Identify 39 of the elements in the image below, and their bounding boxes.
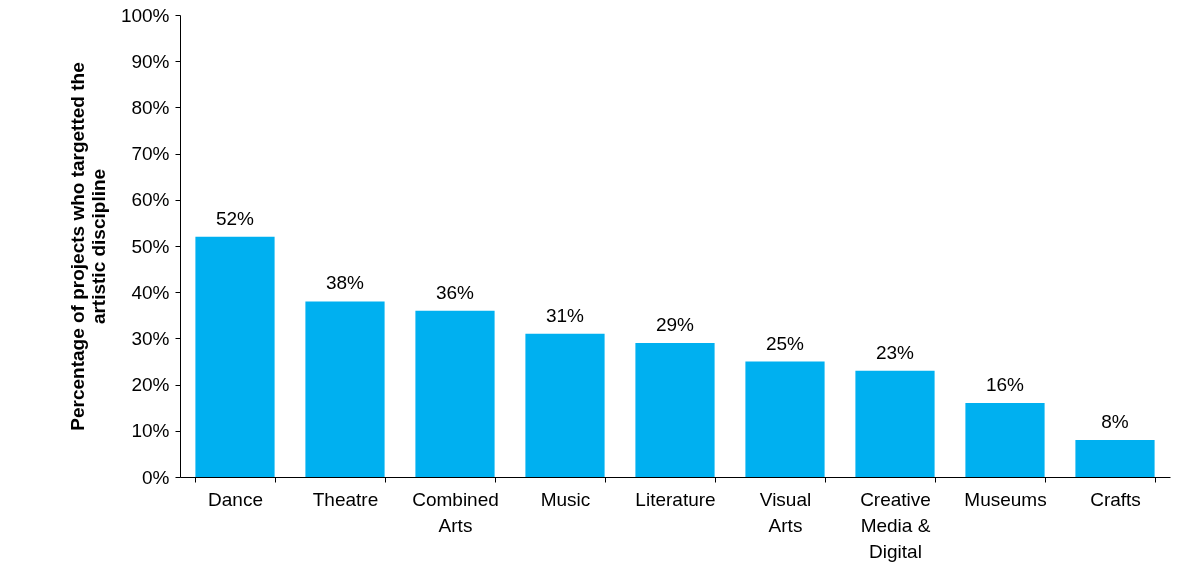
- data-label: 23%: [875, 341, 915, 363]
- x-tick-label: Museums: [964, 488, 1047, 510]
- y-tick-label: 90%: [131, 50, 170, 72]
- data-label: 25%: [765, 332, 805, 354]
- x-tick-label: Theatre: [312, 488, 379, 510]
- y-tick-label: 40%: [131, 281, 170, 303]
- data-label: 31%: [545, 304, 585, 326]
- x-tick-label: Literature: [635, 488, 716, 510]
- x-tick-label: Visual Arts: [759, 488, 812, 536]
- x-tick-label: Crafts: [1090, 488, 1141, 510]
- y-tick-label: 50%: [131, 235, 170, 257]
- data-label: 36%: [435, 281, 475, 303]
- bar: [525, 333, 605, 477]
- bar: [415, 310, 495, 477]
- data-label: 29%: [655, 314, 695, 336]
- bar: [195, 236, 275, 477]
- y-tick-label: 0%: [142, 466, 170, 488]
- data-label: 38%: [325, 272, 365, 294]
- data-label: 8%: [1101, 411, 1129, 433]
- x-tick-label: Dance: [208, 488, 263, 510]
- x-tick-label: Creative Media & Digital: [860, 488, 931, 562]
- data-label: 52%: [215, 207, 255, 229]
- y-tick-label: 70%: [131, 143, 170, 165]
- bar: [965, 403, 1045, 477]
- x-tick-label: Music: [540, 488, 591, 510]
- x-tick-label: Combined Arts: [412, 488, 499, 536]
- bar: [1075, 440, 1155, 477]
- bar: [855, 370, 935, 477]
- data-label: 16%: [985, 374, 1025, 396]
- y-axis-title: Percentage of projects who targetted the artistic discipline: [66, 62, 109, 431]
- y-tick-label: 100%: [120, 4, 170, 26]
- bar: [745, 361, 825, 477]
- bar: [635, 343, 715, 477]
- y-tick-label: 60%: [131, 189, 170, 211]
- y-tick-label: 80%: [131, 96, 170, 118]
- bar: [305, 301, 385, 477]
- y-tick-label: 20%: [131, 374, 170, 396]
- y-tick-label: 30%: [131, 327, 170, 349]
- y-tick-label: 10%: [131, 420, 170, 442]
